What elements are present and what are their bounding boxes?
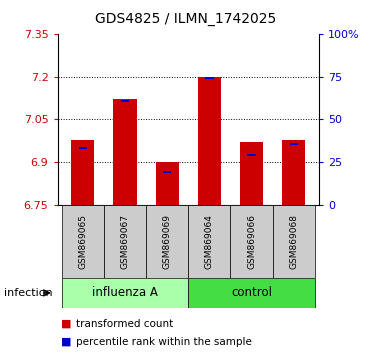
Bar <box>163 171 171 173</box>
Bar <box>273 205 315 278</box>
Text: influenza A: influenza A <box>92 286 158 299</box>
Bar <box>71 139 94 205</box>
Bar <box>198 76 221 205</box>
Bar <box>289 143 298 145</box>
Text: GSM869069: GSM869069 <box>163 214 172 269</box>
Text: GSM869067: GSM869067 <box>121 214 129 269</box>
Bar <box>230 205 273 278</box>
Text: transformed count: transformed count <box>76 319 173 329</box>
Text: percentile rank within the sample: percentile rank within the sample <box>76 337 252 347</box>
Text: GDS4825 / ILMN_1742025: GDS4825 / ILMN_1742025 <box>95 12 276 27</box>
Bar <box>104 205 146 278</box>
Text: GSM869064: GSM869064 <box>205 214 214 269</box>
Bar <box>240 142 263 205</box>
Bar <box>155 162 179 205</box>
Text: ■: ■ <box>61 337 72 347</box>
Bar <box>62 278 188 308</box>
Bar <box>146 205 188 278</box>
Bar <box>188 205 230 278</box>
Text: control: control <box>231 286 272 299</box>
Text: GSM869068: GSM869068 <box>289 214 298 269</box>
Bar <box>114 99 137 205</box>
Bar <box>62 205 104 278</box>
Bar <box>188 278 315 308</box>
Text: infection: infection <box>4 288 52 298</box>
Bar <box>121 100 129 102</box>
Text: GSM869066: GSM869066 <box>247 214 256 269</box>
Bar <box>282 139 305 205</box>
Bar <box>205 77 214 79</box>
Text: GSM869065: GSM869065 <box>78 214 87 269</box>
Bar <box>79 147 87 149</box>
Bar <box>247 154 256 156</box>
Text: ■: ■ <box>61 319 72 329</box>
